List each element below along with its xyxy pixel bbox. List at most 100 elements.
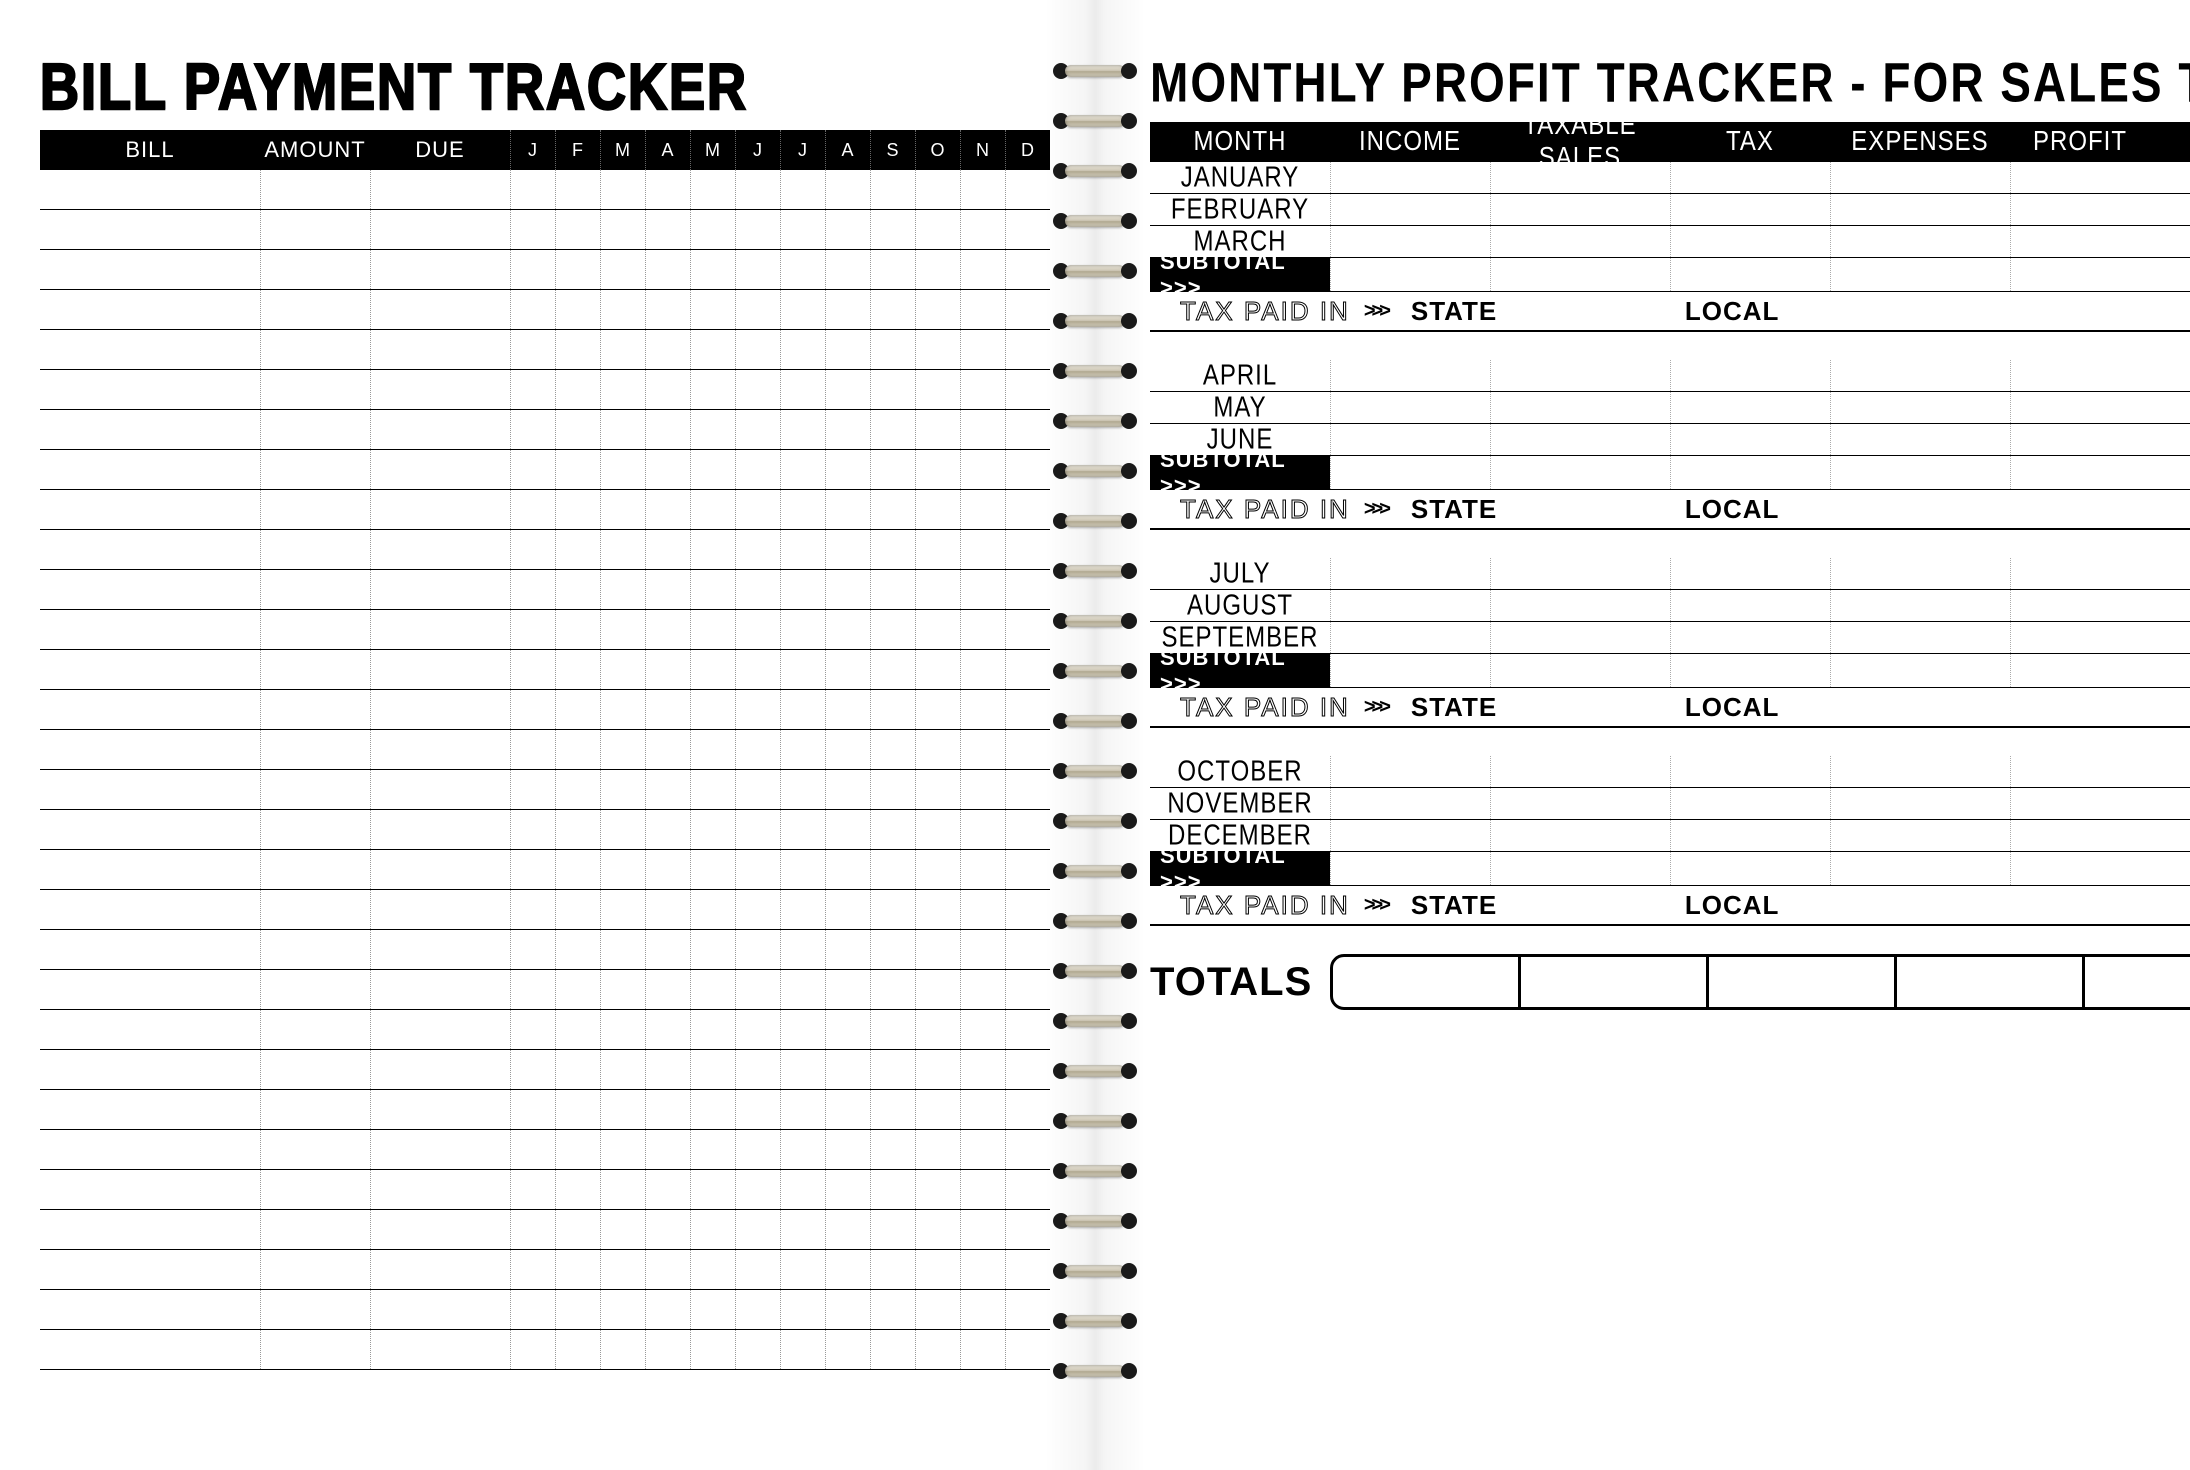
bill-row[interactable] <box>40 1090 1050 1130</box>
bill-cell[interactable] <box>260 330 370 369</box>
subtotal-cell[interactable] <box>1670 852 1830 885</box>
bill-month-cell[interactable] <box>870 610 915 649</box>
bill-month-cell[interactable] <box>735 530 780 569</box>
bill-month-cell[interactable] <box>600 210 645 249</box>
bill-month-cell[interactable] <box>645 690 690 729</box>
bill-month-cell[interactable] <box>555 1010 600 1049</box>
month-row[interactable]: FEBRUARY <box>1150 194 2190 226</box>
bill-month-cell[interactable] <box>915 250 960 289</box>
bill-month-cell[interactable] <box>825 450 870 489</box>
bill-cell[interactable] <box>40 170 260 209</box>
bill-month-cell[interactable] <box>735 490 780 529</box>
profit-cell[interactable] <box>1330 590 1490 621</box>
subtotal-cell[interactable] <box>1330 654 1490 687</box>
bill-month-cell[interactable] <box>510 490 555 529</box>
bill-month-cell[interactable] <box>735 370 780 409</box>
bill-row[interactable] <box>40 1010 1050 1050</box>
bill-month-cell[interactable] <box>510 1250 555 1289</box>
bill-month-cell[interactable] <box>825 770 870 809</box>
subtotal-cell[interactable] <box>2010 456 2150 489</box>
bill-cell[interactable] <box>370 810 510 849</box>
profit-cell[interactable] <box>2010 820 2150 851</box>
bill-cell[interactable] <box>370 1330 510 1369</box>
bill-row[interactable] <box>40 250 1050 290</box>
profit-cell[interactable] <box>2010 756 2150 787</box>
bill-month-cell[interactable] <box>735 1130 780 1169</box>
bill-month-cell[interactable] <box>645 1250 690 1289</box>
bill-month-cell[interactable] <box>510 170 555 209</box>
bill-month-cell[interactable] <box>690 690 735 729</box>
profit-cell[interactable] <box>1830 194 2010 225</box>
bill-month-cell[interactable] <box>510 370 555 409</box>
bill-cell[interactable] <box>40 690 260 729</box>
bill-month-cell[interactable] <box>600 530 645 569</box>
bill-month-cell[interactable] <box>735 1090 780 1129</box>
bill-cell[interactable] <box>40 650 260 689</box>
bill-month-cell[interactable] <box>825 1290 870 1329</box>
bill-cell[interactable] <box>370 1170 510 1209</box>
bill-month-cell[interactable] <box>645 730 690 769</box>
bill-month-cell[interactable] <box>960 450 1005 489</box>
bill-month-cell[interactable] <box>735 170 780 209</box>
profit-cell[interactable] <box>1330 424 1490 455</box>
bill-month-cell[interactable] <box>870 690 915 729</box>
profit-cell[interactable] <box>1670 226 1830 257</box>
bill-month-cell[interactable] <box>870 1330 915 1369</box>
bill-month-cell[interactable] <box>600 770 645 809</box>
bill-cell[interactable] <box>260 170 370 209</box>
bill-month-cell[interactable] <box>735 330 780 369</box>
bill-month-cell[interactable] <box>735 770 780 809</box>
bill-cell[interactable] <box>370 850 510 889</box>
bill-month-cell[interactable] <box>870 1170 915 1209</box>
bill-month-cell[interactable] <box>960 1010 1005 1049</box>
bill-cell[interactable] <box>40 570 260 609</box>
bill-cell[interactable] <box>40 1210 260 1249</box>
bill-month-cell[interactable] <box>600 1250 645 1289</box>
month-row[interactable]: MAY <box>1150 392 2190 424</box>
bill-cell[interactable] <box>370 570 510 609</box>
bill-cell[interactable] <box>260 410 370 449</box>
bill-month-cell[interactable] <box>690 1170 735 1209</box>
bill-month-cell[interactable] <box>780 1210 825 1249</box>
bill-month-cell[interactable] <box>780 850 825 889</box>
bill-cell[interactable] <box>40 970 260 1009</box>
bill-cell[interactable] <box>260 1170 370 1209</box>
bill-month-cell[interactable] <box>645 770 690 809</box>
profit-cell[interactable] <box>1330 820 1490 851</box>
profit-cell[interactable] <box>2010 424 2150 455</box>
bill-month-cell[interactable] <box>600 170 645 209</box>
bill-month-cell[interactable] <box>825 810 870 849</box>
bill-month-cell[interactable] <box>1005 1250 1050 1289</box>
bill-month-cell[interactable] <box>825 170 870 209</box>
bill-month-cell[interactable] <box>915 490 960 529</box>
bill-month-cell[interactable] <box>915 450 960 489</box>
bill-month-cell[interactable] <box>915 1250 960 1289</box>
bill-month-cell[interactable] <box>645 850 690 889</box>
bill-cell[interactable] <box>260 970 370 1009</box>
bill-month-cell[interactable] <box>1005 850 1050 889</box>
bill-month-cell[interactable] <box>510 1330 555 1369</box>
bill-month-cell[interactable] <box>825 850 870 889</box>
bill-cell[interactable] <box>370 330 510 369</box>
bill-month-cell[interactable] <box>1005 1090 1050 1129</box>
bill-month-cell[interactable] <box>870 730 915 769</box>
bill-month-cell[interactable] <box>690 410 735 449</box>
bill-month-cell[interactable] <box>1005 1330 1050 1369</box>
profit-cell[interactable] <box>1330 622 1490 653</box>
bill-month-cell[interactable] <box>915 330 960 369</box>
bill-month-cell[interactable] <box>555 1090 600 1129</box>
bill-month-cell[interactable] <box>735 1330 780 1369</box>
bill-month-cell[interactable] <box>915 1010 960 1049</box>
bill-month-cell[interactable] <box>600 1210 645 1249</box>
bill-cell[interactable] <box>40 850 260 889</box>
bill-month-cell[interactable] <box>555 330 600 369</box>
bill-month-cell[interactable] <box>1005 970 1050 1009</box>
bill-month-cell[interactable] <box>780 690 825 729</box>
bill-month-cell[interactable] <box>735 1010 780 1049</box>
bill-cell[interactable] <box>260 1010 370 1049</box>
profit-cell[interactable] <box>1670 360 1830 391</box>
profit-cell[interactable] <box>1490 558 1670 589</box>
bill-month-cell[interactable] <box>1005 730 1050 769</box>
bill-cell[interactable] <box>40 1170 260 1209</box>
bill-month-cell[interactable] <box>555 210 600 249</box>
